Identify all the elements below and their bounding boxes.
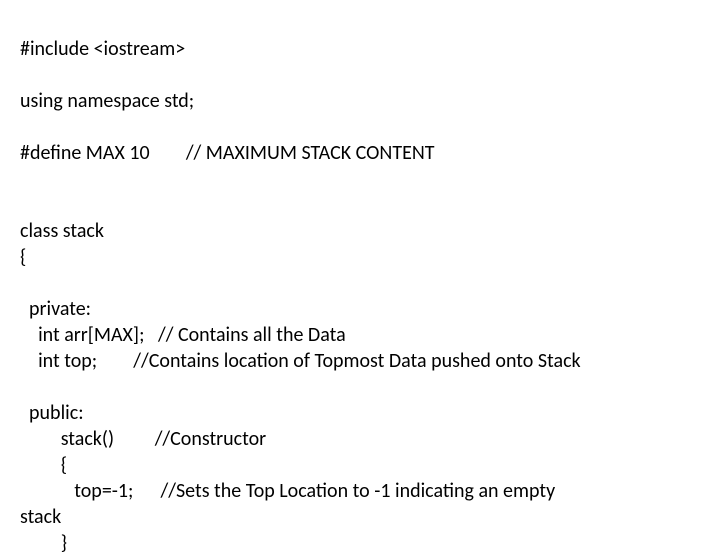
code-line-17: top=-1; //Sets the Top Location to -1 in… [20,479,555,503]
code-line-7: class stack [20,219,104,243]
code-block: #include <iostream> using namespace std;… [20,10,700,556]
code-line-12: int top; //Contains location of Topmost … [20,349,581,373]
code-line-16: { [20,453,67,477]
code-line-8: { [20,245,26,269]
code-line-19: } [20,531,67,555]
code-line-18: stack [20,505,61,529]
code-line-10: private: [20,297,91,321]
code-line-11: int arr[MAX]; // Contains all the Data [20,323,346,347]
code-line-0: #include <iostream> [20,37,185,61]
code-line-4: #define MAX 10 // MAXIMUM STACK CONTENT [20,141,435,165]
code-line-2: using namespace std; [20,89,194,113]
code-line-15: stack() //Constructor [20,427,266,451]
code-line-14: public: [20,401,84,425]
